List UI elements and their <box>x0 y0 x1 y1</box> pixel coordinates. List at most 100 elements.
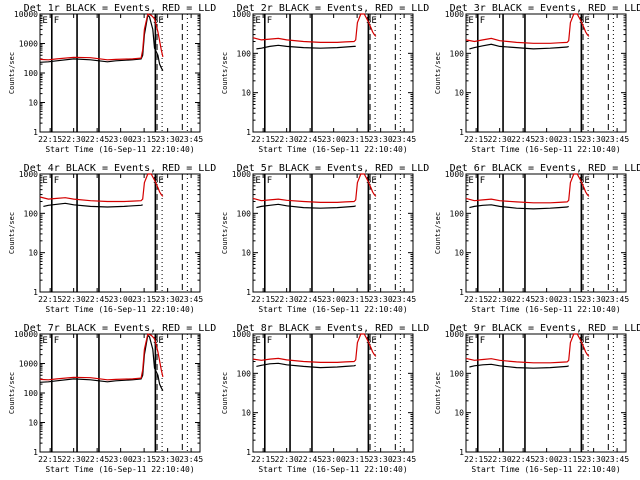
y-tick-label: 1 <box>33 288 38 297</box>
y-axis-label: Counts/sec <box>8 212 16 254</box>
x-tick-label: 23:00 <box>535 135 559 144</box>
y-tick-label: 1 <box>459 448 464 457</box>
panel-det2: Det 2r BLACK = Events, RED = LLD 1 10 100 10… <box>221 3 429 154</box>
x-tick-label: 22:45 <box>85 455 109 464</box>
flag-label: F <box>54 336 59 346</box>
plot-frame <box>39 333 201 453</box>
flag-label: E <box>255 336 260 346</box>
flag-label: SE <box>579 16 590 26</box>
flag-label: E <box>255 176 260 186</box>
y-tick-label: 100 <box>237 369 252 378</box>
chart-title: Det 8r BLACK = Events, RED = LLD <box>237 323 430 334</box>
x-tick-label: 23:45 <box>605 135 629 144</box>
x-tick-label: 23:30 <box>369 295 393 304</box>
series-lld-line <box>465 173 590 204</box>
series-lld-line <box>252 173 377 203</box>
series-lld-line <box>39 333 164 381</box>
y-tick-label: 10000 <box>14 330 38 339</box>
y-tick-label: 100 <box>24 69 39 78</box>
series-lld-line <box>39 13 164 61</box>
chart-title: Det 1r BLACK = Events, RED = LLD <box>24 3 217 14</box>
series-lld-line <box>465 333 590 364</box>
x-tick-label: 23:15 <box>345 295 369 304</box>
y-tick-label: 10 <box>241 249 251 258</box>
flag-label: SE <box>153 336 164 346</box>
flag-label: E <box>42 176 47 186</box>
flag-label: SE <box>153 16 164 26</box>
x-tick-label: 23:45 <box>179 295 203 304</box>
series-events-line <box>469 204 569 210</box>
x-tick-label: 23:30 <box>582 455 606 464</box>
y-tick-label: 10 <box>241 409 251 418</box>
y-tick-label: 1000 <box>19 170 38 179</box>
panel-det4: Det 4r BLACK = Events, RED = LLD 1 10 100 10… <box>8 163 216 314</box>
y-tick-label: 100 <box>450 369 465 378</box>
x-tick-label: 23:15 <box>345 135 369 144</box>
x-tick-label: 22:30 <box>488 455 512 464</box>
x-tick-label: 22:15 <box>464 455 488 464</box>
x-axis-label: Start Time (16-Sep-11 22:10:40) <box>45 305 194 314</box>
x-tick-label: 22:45 <box>511 455 535 464</box>
y-tick-label: 1000 <box>19 40 38 49</box>
x-tick-label: 22:45 <box>298 295 322 304</box>
x-tick-label: 22:15 <box>251 135 275 144</box>
flag-label: F <box>480 336 485 346</box>
flag-label: E <box>468 16 473 26</box>
y-tick-label: 1 <box>33 128 38 137</box>
x-tick-label: 22:15 <box>464 135 488 144</box>
y-tick-label: 1000 <box>232 10 251 19</box>
x-tick-label: 23:15 <box>558 135 582 144</box>
x-tick-label: 22:45 <box>511 295 535 304</box>
plot-frame <box>465 13 627 133</box>
plot-frame <box>465 333 627 453</box>
x-axis-label: Start Time (16-Sep-11 22:10:40) <box>258 305 407 314</box>
y-tick-label: 1000 <box>19 360 38 369</box>
series-lld-line <box>252 333 377 363</box>
y-tick-label: 1 <box>459 288 464 297</box>
flag-label: F <box>267 176 272 186</box>
x-tick-label: 23:00 <box>109 455 133 464</box>
y-tick-label: 10000 <box>14 10 38 19</box>
x-tick-label: 22:15 <box>38 455 62 464</box>
flag-label: SE <box>366 176 377 186</box>
flag-label: SE <box>579 336 590 346</box>
x-tick-label: 23:30 <box>582 295 606 304</box>
series-events-line <box>469 363 569 369</box>
flag-label: SE <box>153 176 164 186</box>
y-tick-label: 100 <box>237 49 252 58</box>
x-tick-label: 23:45 <box>179 135 203 144</box>
x-tick-label: 23:00 <box>109 135 133 144</box>
flag-label: F <box>480 176 485 186</box>
x-tick-label: 23:30 <box>369 135 393 144</box>
chart-title: Det 2r BLACK = Events, RED = LLD <box>237 3 430 14</box>
x-tick-label: 23:45 <box>605 455 629 464</box>
x-tick-label: 22:45 <box>511 135 535 144</box>
x-axis-label: Start Time (16-Sep-11 22:10:40) <box>258 145 407 154</box>
series-events-line <box>39 14 164 71</box>
panel-det7: Det 7r BLACK = Events, RED = LLD 1 10 100 10… <box>8 323 216 474</box>
chart-title: Det 4r BLACK = Events, RED = LLD <box>24 163 217 174</box>
y-tick-label: 1000 <box>445 10 464 19</box>
x-tick-label: 23:00 <box>322 295 346 304</box>
y-tick-label: 1 <box>33 448 38 457</box>
y-tick-label: 100 <box>450 49 465 58</box>
x-tick-label: 23:15 <box>558 455 582 464</box>
series-events-line <box>256 44 356 50</box>
y-axis-label: Counts/sec <box>221 52 229 94</box>
plot-frame <box>465 173 627 293</box>
y-axis-label: Counts/sec <box>434 372 442 414</box>
flag-label: E <box>468 176 473 186</box>
y-tick-label: 10 <box>28 249 38 258</box>
x-tick-label: 22:15 <box>38 295 62 304</box>
y-tick-label: 10 <box>241 89 251 98</box>
x-tick-label: 22:30 <box>488 135 512 144</box>
x-tick-label: 23:00 <box>535 295 559 304</box>
flag-label: E <box>42 16 47 26</box>
x-tick-label: 22:15 <box>38 135 62 144</box>
chart-title: Det 5r BLACK = Events, RED = LLD <box>237 163 430 174</box>
panel-det3: Det 3r BLACK = Events, RED = LLD 1 10 100 10… <box>434 3 640 154</box>
x-tick-label: 22:30 <box>62 135 86 144</box>
x-tick-label: 22:30 <box>275 135 299 144</box>
x-axis-label: Start Time (16-Sep-11 22:10:40) <box>471 145 620 154</box>
x-tick-label: 22:15 <box>464 295 488 304</box>
